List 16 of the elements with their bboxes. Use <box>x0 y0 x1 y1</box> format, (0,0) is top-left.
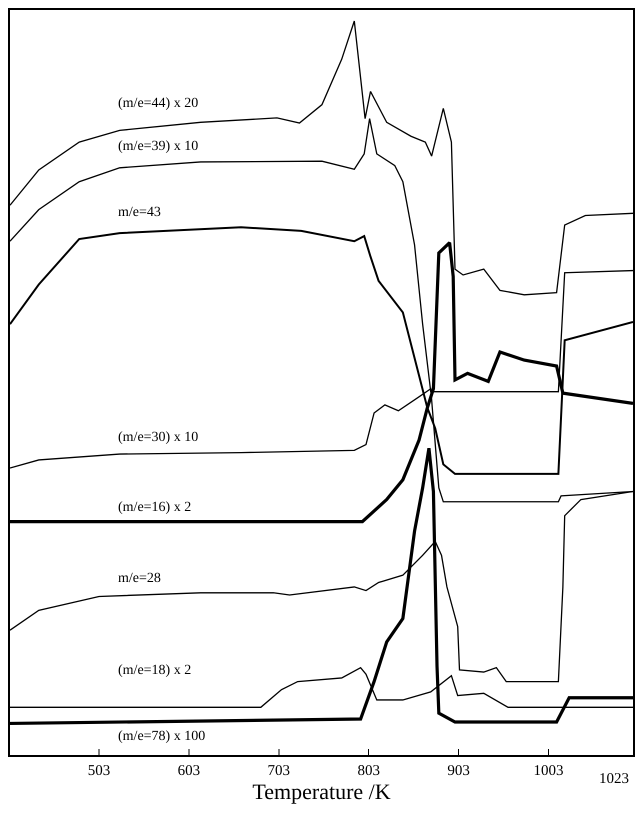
text: (m/e=18) x 2 <box>118 663 192 678</box>
series-label: (m/e=44) x 20 <box>118 96 198 111</box>
x-tick-label: 603 <box>178 763 200 779</box>
series-label: m/e=28 <box>118 571 161 586</box>
series-label: (m/e=39) x 10 <box>118 139 198 154</box>
x-tick-label: 803 <box>357 763 380 779</box>
x-tick-label: 903 <box>447 763 470 779</box>
x-tick-label: 1003 <box>533 763 564 779</box>
x-axis-title: Temperature /K <box>252 779 391 804</box>
x-tick-label: 503 <box>88 763 110 779</box>
series-label: (m/e=16) x 2 <box>118 500 192 515</box>
series-label: m/e=43 <box>118 205 161 220</box>
series-label: (m/e=30) x 10 <box>118 430 198 445</box>
series-label: (m/e=78) x 100 <box>118 729 206 744</box>
text: 1023 <box>599 771 629 787</box>
x-tick-label: 703 <box>268 763 290 779</box>
